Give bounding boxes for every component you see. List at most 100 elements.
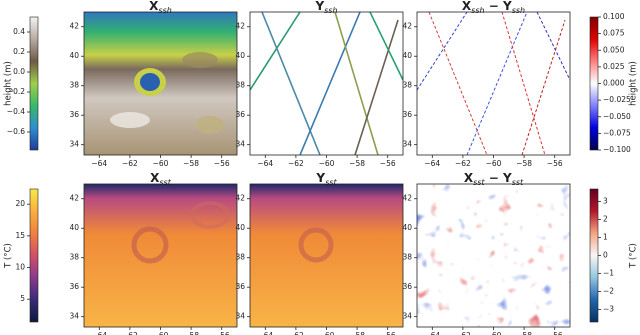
y-tick-label: 42: [69, 194, 79, 203]
image-ssh-diff: [417, 12, 570, 155]
x-tick-label: −56: [547, 159, 563, 168]
image-sst-diff: [417, 184, 570, 327]
colorbar-tick-label: 5: [20, 294, 25, 303]
title-text: X: [464, 171, 474, 185]
x-tick-label: −58: [516, 159, 532, 168]
colorbar-tick-label: 2: [603, 215, 608, 224]
colorbar-tick-label: 0.0: [13, 67, 25, 76]
y-tick-label: 40: [402, 223, 412, 232]
image-ssh-tracks: [250, 12, 403, 155]
title-subscript: sst: [512, 178, 524, 187]
colorbar-tick-label: 15: [15, 231, 25, 240]
y-tick-label: 42: [69, 22, 79, 31]
title-subscript: sst: [473, 178, 485, 187]
y-tick-label: 34: [235, 312, 245, 321]
x-tick-label: −60: [153, 159, 169, 168]
x-tick-label: −64: [257, 159, 273, 168]
colorbar-label: T (°C): [4, 243, 14, 269]
title-subscript: ssh: [158, 6, 171, 15]
colorbar-tick-label: 1: [603, 233, 608, 242]
title-text: Y: [315, 171, 325, 185]
colorbar-label: T (°C): [629, 243, 639, 269]
colorbar-tick-label: 0.025: [603, 62, 625, 71]
colorbar: [29, 188, 39, 323]
x-tick-label: −56: [214, 331, 230, 335]
y-tick-label: 40: [402, 51, 412, 60]
image-sst-pred: [250, 184, 403, 327]
colorbar-label: height (m): [4, 61, 14, 106]
title-text: X: [462, 0, 472, 13]
x-tick-label: −62: [455, 331, 471, 335]
x-tick-label: −60: [319, 159, 335, 168]
panel-title: Ysst: [315, 171, 337, 188]
colorbar-tick-label: −0.025: [603, 95, 631, 104]
x-tick-label: −60: [486, 331, 502, 335]
x-tick-label: −62: [122, 331, 138, 335]
x-tick-label: −62: [288, 159, 304, 168]
y-tick-label: 34: [402, 140, 412, 149]
colorbar-tick-label: 0.000: [603, 79, 625, 88]
y-tick-label: 42: [402, 22, 412, 31]
colorbar-tick-label: −2: [603, 286, 614, 295]
y-tick-label: 36: [235, 282, 245, 291]
title-text: X: [150, 171, 160, 185]
x-tick-label: −60: [486, 159, 502, 168]
colorbar-tick-label: 0.4: [13, 27, 25, 36]
x-tick-label: −58: [349, 331, 365, 335]
colorbar-tick-label: −1: [603, 268, 614, 277]
title-text: X: [149, 0, 159, 13]
colorbar-tick-label: 10: [15, 263, 25, 272]
x-tick-label: −62: [455, 159, 471, 168]
x-tick-label: −58: [349, 159, 365, 168]
x-tick-label: −58: [516, 331, 532, 335]
panel-title: Yssh: [314, 0, 337, 15]
colorbar-tick-label: −0.075: [603, 128, 631, 137]
y-tick-label: 42: [235, 22, 245, 31]
x-tick-label: −64: [257, 331, 273, 335]
y-tick-label: 42: [402, 194, 412, 203]
colorbar-tick-label: 0.100: [603, 12, 625, 21]
y-tick-label: 40: [69, 51, 79, 60]
title-subscript: ssh: [324, 6, 337, 15]
colorbar-tick-label: 0.075: [603, 29, 625, 38]
colorbar-tick-label: −0.4: [7, 107, 25, 116]
panel-title: Xssh − Yssh: [462, 0, 525, 15]
colorbar-tick-label: −3: [603, 304, 614, 313]
colorbar-tick-label: 3: [603, 197, 608, 206]
x-tick-label: −56: [547, 331, 563, 335]
colorbar-tick-label: 0.050: [603, 45, 625, 54]
x-tick-label: −62: [288, 331, 304, 335]
colorbar: [589, 16, 599, 151]
x-tick-label: −58: [183, 331, 199, 335]
title-subscript: ssh: [471, 6, 484, 15]
title-subscript: sst: [325, 178, 337, 187]
colorbar-tick-label: 20: [15, 199, 25, 208]
y-tick-label: 38: [235, 253, 245, 262]
colorbar-tick-label: −0.050: [603, 112, 631, 121]
colorbar: [29, 16, 39, 151]
y-tick-label: 38: [402, 253, 412, 262]
colorbar-tick-label: 0: [603, 251, 608, 260]
panel-title: Xssh: [149, 0, 172, 15]
image-sst: [84, 184, 237, 327]
x-tick-label: −56: [214, 159, 230, 168]
panel-title: Xsst: [150, 171, 172, 188]
y-tick-label: 34: [235, 140, 245, 149]
title-text: Y: [314, 0, 324, 13]
colorbar-tick-label: 0.2: [13, 47, 25, 56]
title-text: − Y: [485, 171, 512, 185]
y-tick-label: 38: [69, 253, 79, 262]
y-tick-label: 36: [402, 282, 412, 291]
y-tick-label: 42: [235, 194, 245, 203]
y-tick-label: 36: [69, 110, 79, 119]
colorbar-tick-label: −0.2: [7, 87, 25, 96]
y-tick-label: 38: [402, 81, 412, 90]
y-tick-label: 34: [402, 312, 412, 321]
y-tick-label: 36: [402, 110, 412, 119]
title-subscript: ssh: [512, 6, 525, 15]
x-tick-label: −62: [122, 159, 138, 168]
x-tick-label: −60: [153, 331, 169, 335]
y-tick-label: 34: [69, 312, 79, 321]
colorbar-tick-label: −0.6: [7, 127, 25, 136]
